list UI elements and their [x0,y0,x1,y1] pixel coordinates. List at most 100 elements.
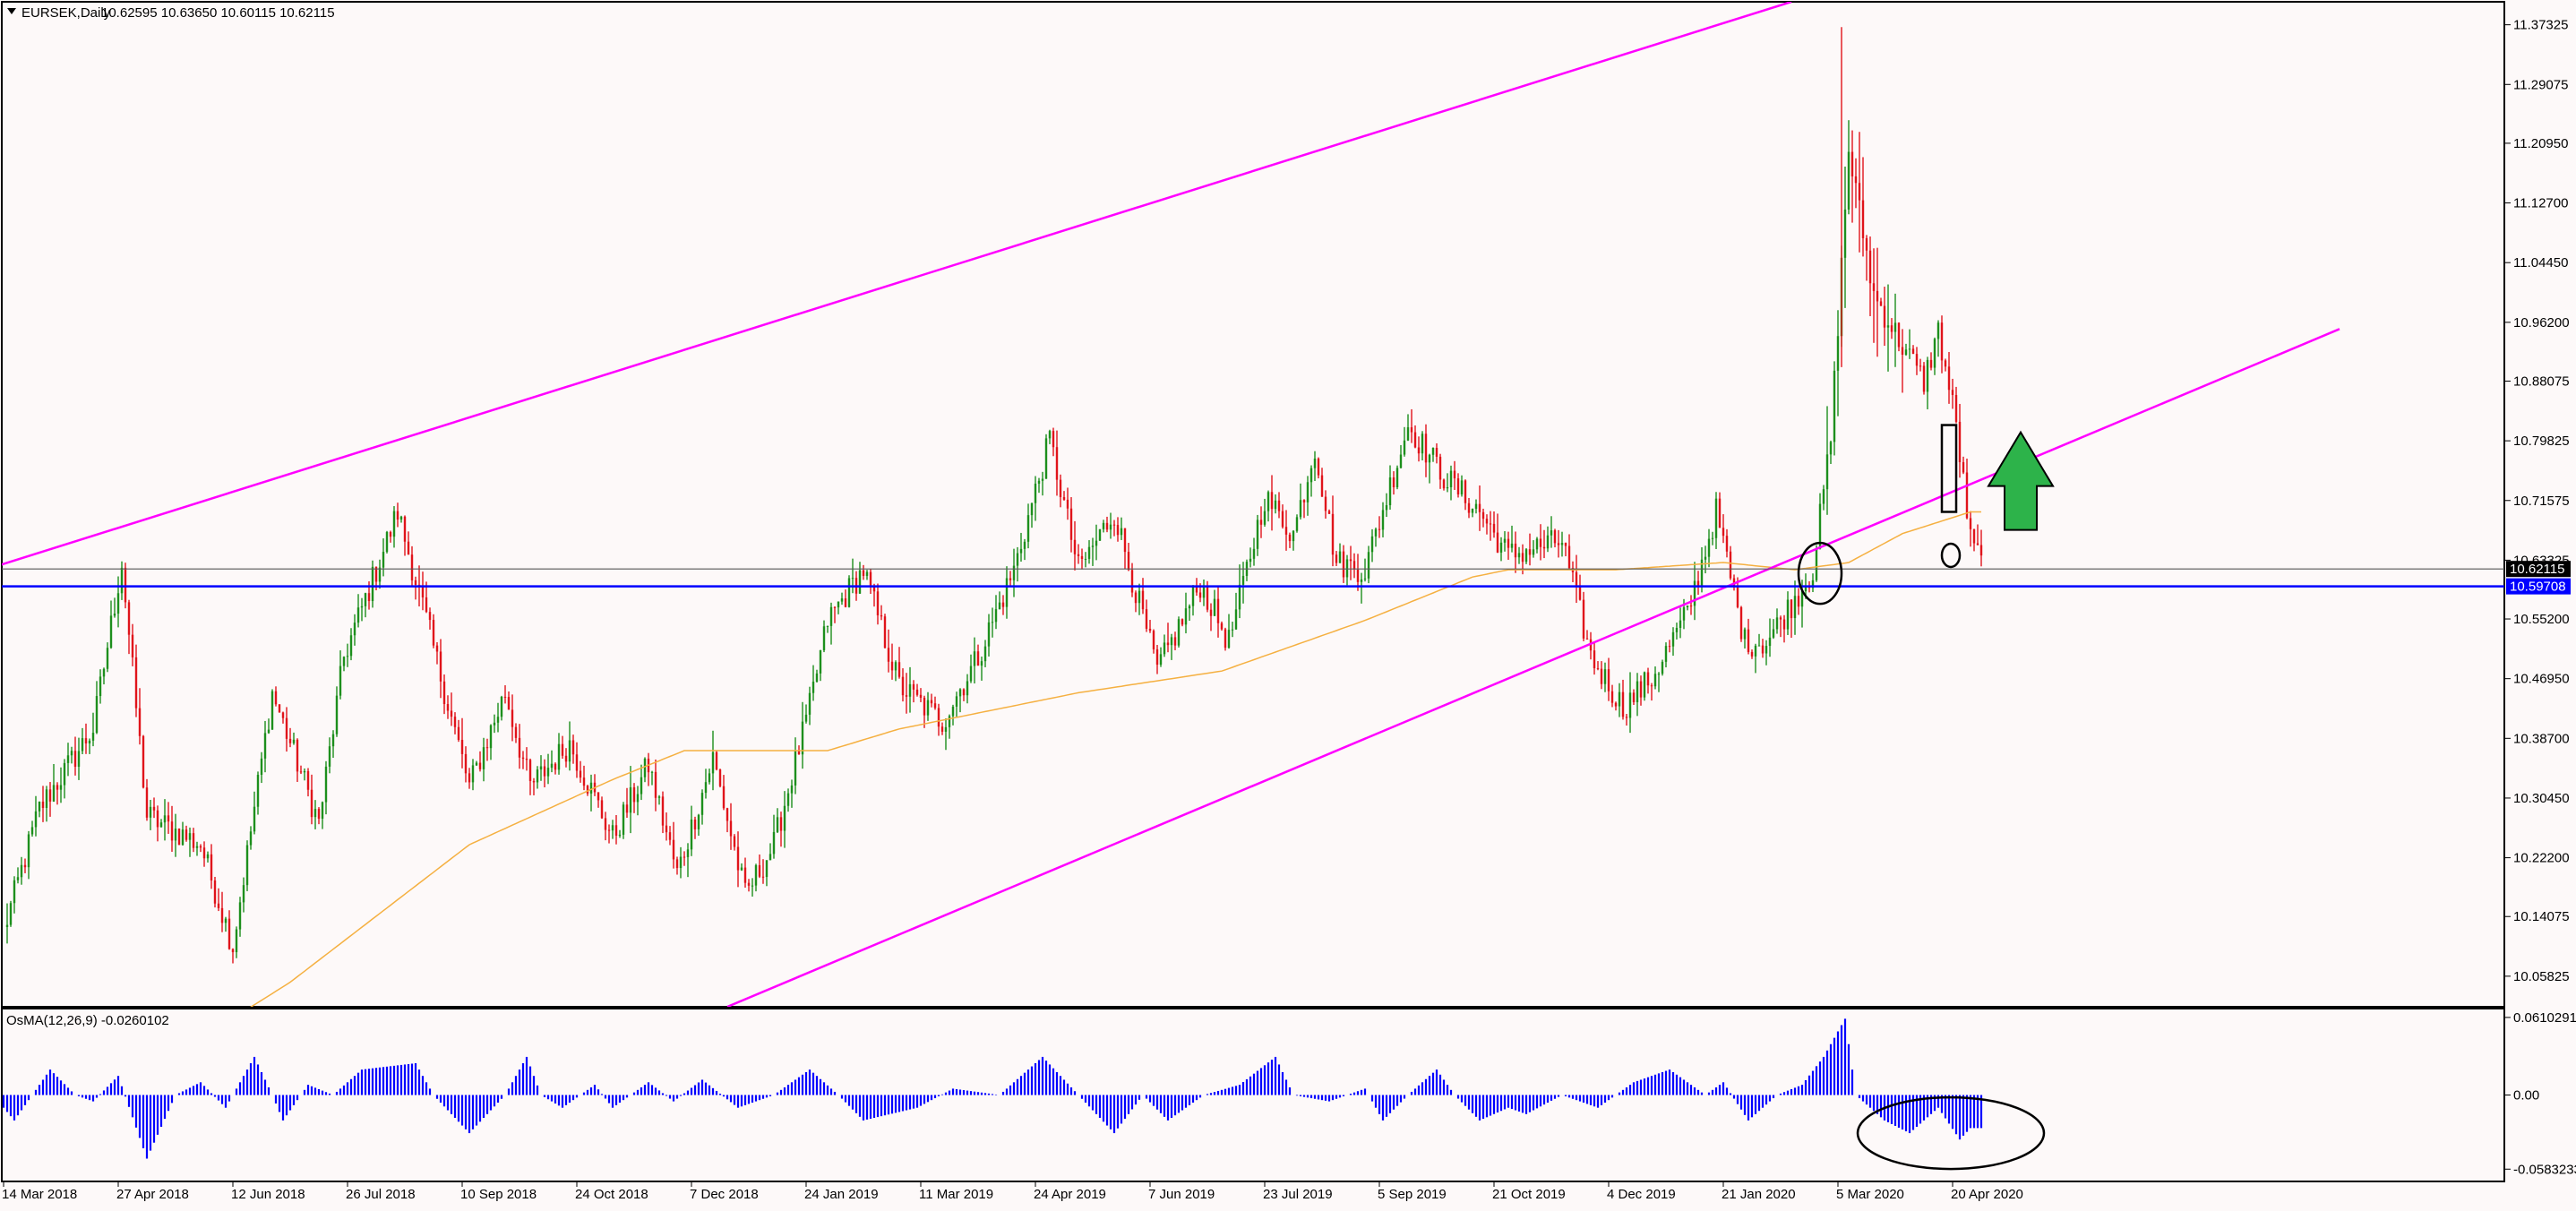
candle-body [1725,536,1729,552]
candle-body [675,859,679,869]
candle-body [170,821,174,841]
x-tick-label: 7 Jun 2019 [1148,1187,1215,1202]
candle-body [1711,537,1714,539]
candle-body [557,743,561,770]
candle-body [281,712,285,718]
candle-body [837,601,840,608]
candle-body [525,759,528,760]
candle-body [1600,668,1603,684]
y-tick-label: 11.29075 [2513,77,2568,92]
candle-body [1754,645,1757,657]
candle-body [131,634,134,657]
candle-body [772,831,776,855]
candle-body [1675,627,1679,632]
candle-body [1109,524,1112,530]
candle-body [378,567,382,582]
candle-body [1696,580,1700,588]
candle-body [1288,534,1292,542]
candle-body [740,867,743,871]
candle-body [611,825,614,831]
candle-body [1385,505,1388,511]
candle-body [124,567,127,603]
candle-body [969,666,973,682]
candle-body [1206,586,1209,610]
candle-body [1059,479,1062,498]
candle-body [5,924,9,927]
candle-body [1417,447,1421,454]
candle-body [948,716,951,727]
support-price-label-bg [2506,578,2571,595]
x-tick-label: 21 Jan 2020 [1722,1187,1796,1202]
candle-body [1148,628,1152,631]
candle-body [503,696,507,698]
candle-body [887,648,890,662]
candle-body [1231,629,1234,631]
candle-body [1034,483,1037,503]
candle-body [1550,530,1553,536]
candle-body [983,646,987,662]
candle-body [475,762,478,766]
candle-body [1646,672,1650,686]
candle-body [1413,432,1417,448]
candle-body [367,593,371,602]
candle-body [1661,661,1664,674]
candle-body [1539,538,1542,547]
candle-body [618,834,622,836]
candle-body [1141,590,1145,610]
candle-body [403,516,407,542]
price-plot-area [2,2,2504,1007]
candle-body [1306,482,1309,502]
candle-body [1302,500,1306,502]
candle-body [528,760,532,781]
candle-body [1507,538,1510,548]
y-tick-label: 10.22200 [2513,851,2570,866]
candle-body [679,856,683,869]
candle-body [693,819,697,829]
candle-body [1388,477,1392,506]
candle-body [145,787,149,818]
candle-body [442,681,446,705]
menu-triangle-icon[interactable] [7,8,16,14]
candle-body [66,755,70,763]
candle-body [1679,620,1682,628]
candle-body [45,789,48,808]
candle-body [102,668,106,677]
candle-body [597,792,600,801]
candle-body [1421,434,1424,454]
candle-body [414,580,417,585]
candle-body [1919,365,1922,367]
candle-body [1929,359,1933,368]
candle-body [202,847,206,859]
candle-body [1510,543,1514,548]
candle-body [765,860,769,878]
candle-body [1861,200,1865,238]
candle-body [1238,584,1241,610]
candle-body [1170,637,1173,646]
candle-body [457,726,460,740]
candle-body [729,820,733,837]
candle-body [496,717,500,723]
candle-body [84,738,88,743]
candle-body [439,651,442,682]
candle-body [1438,456,1442,480]
candle-body [1055,447,1059,480]
candle-body [991,622,994,623]
candle-body [188,833,192,840]
candle-body [482,747,485,769]
candle-body [543,766,546,777]
candle-body [1313,458,1317,468]
candle-body [786,793,790,806]
candle-body [1159,654,1163,666]
candle-body [1281,511,1284,528]
candle-body [751,885,754,887]
candle-body [81,738,84,752]
candle-body [435,645,439,652]
candle-body [500,696,503,717]
candle-body [1195,587,1198,593]
candle-body [571,740,575,755]
candle-body [872,586,876,592]
candle-body [1879,301,1883,306]
highlight-ellipse [1797,541,1843,606]
x-tick-label: 20 Apr 2020 [1951,1187,2023,1202]
candle-body [1191,587,1195,606]
